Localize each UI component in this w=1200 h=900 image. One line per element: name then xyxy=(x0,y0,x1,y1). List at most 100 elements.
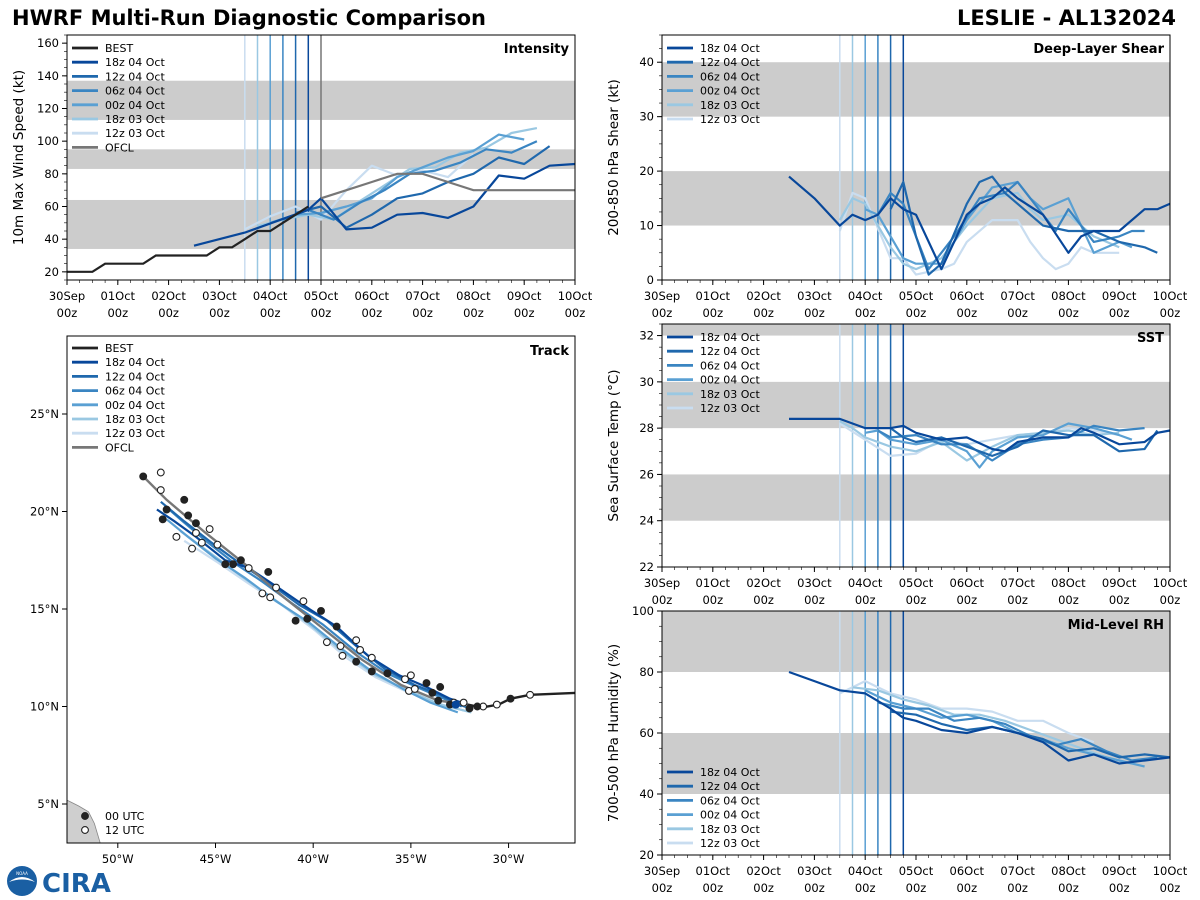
sst-panel-title: SST xyxy=(1137,331,1164,346)
shear-xtick-sublabel: 00z xyxy=(1160,306,1181,320)
track-marker-12utc xyxy=(459,698,468,707)
rh-xtick-sublabel: 00z xyxy=(906,881,927,895)
track-marker-00utc xyxy=(465,704,474,713)
track-marker-12utc xyxy=(526,690,535,699)
rh-xtick-sublabel: 00z xyxy=(956,881,977,895)
intensity-xtick-sublabel: 00z xyxy=(209,306,230,320)
shear-xtick-sublabel: 00z xyxy=(804,306,825,320)
track-legend-label: 06z 04 Oct xyxy=(105,385,165,398)
rh-xtick-sublabel: 00z xyxy=(1160,881,1181,895)
track-marker-00utc xyxy=(317,606,325,615)
shear-series-line xyxy=(788,175,1171,271)
shear-xtick-label: 08Oct xyxy=(1051,289,1086,303)
rh-xtick-label: 01Oct xyxy=(696,864,731,878)
rh-legend-label: 00z 04 Oct xyxy=(700,809,760,822)
intensity-legend-label: OFCL xyxy=(105,141,135,154)
rh-xtick-label: 07Oct xyxy=(1000,864,1035,878)
shear-panel-title: Deep-Layer Shear xyxy=(1033,42,1164,57)
rh-series-line xyxy=(839,679,1095,744)
rh-panel: 20 40 60 80 100 30Sep 00z 01Oct 00z 02Oct 00z 03Oct… xyxy=(606,604,1188,895)
sst-xtick-label: 04Oct xyxy=(848,576,883,590)
main-title: HWRF Multi-Run Diagnostic Comparison xyxy=(12,6,487,30)
track-marker-12utc xyxy=(322,638,331,647)
noaa-text: NOAA xyxy=(16,871,28,876)
track-xtick-label: 30°W xyxy=(493,852,525,866)
track-marker-00utc xyxy=(184,511,193,520)
track-marker-12utc xyxy=(338,651,347,660)
track-marker-00utc xyxy=(236,556,245,565)
track-marker-00utc xyxy=(428,688,437,697)
intensity-xtick-label: 04Oct xyxy=(253,289,288,303)
intensity-panel-title: Intensity xyxy=(504,42,570,57)
rh-panel-title: Mid-Level RH xyxy=(1068,618,1164,633)
rh-xtick-label: 03Oct xyxy=(797,864,832,878)
track-marker-00utc xyxy=(434,696,443,705)
sst-xtick-sublabel: 00z xyxy=(855,593,876,607)
sst-xtick-sublabel: 00z xyxy=(1160,593,1181,607)
shear-legend-label: 12z 03 Oct xyxy=(700,113,760,126)
track-marker-00utc xyxy=(436,683,445,691)
shear-xtick-sublabel: 00z xyxy=(1058,306,1079,320)
sst-xtick-label: 08Oct xyxy=(1051,576,1086,590)
track-marker-00utc xyxy=(264,567,273,576)
track-legend-label: OFCL xyxy=(105,441,135,454)
shear-xtick-label: 04Oct xyxy=(848,289,883,303)
noaa-logo-icon xyxy=(7,866,37,896)
sst-xtick-label: 02Oct xyxy=(746,576,781,590)
rh-ytick-label: 60 xyxy=(639,726,654,740)
noaa-bird-icon xyxy=(9,877,35,882)
shear-series-line xyxy=(838,191,1120,276)
shear-ytick-label: 40 xyxy=(639,55,654,69)
intensity-series-line xyxy=(193,162,576,247)
sst-series-line xyxy=(889,427,1159,457)
track-marker-12utc xyxy=(352,636,361,645)
intensity-xtick-sublabel: 00z xyxy=(260,306,281,320)
shear-xtick-sublabel: 00z xyxy=(702,306,723,320)
intensity-ytick-label: 80 xyxy=(44,167,59,181)
track-marker-12utc xyxy=(266,593,275,602)
shear-xtick-label: 02Oct xyxy=(746,289,781,303)
sst-xtick-label: 07Oct xyxy=(1000,576,1035,590)
rh-xtick-sublabel: 00z xyxy=(1109,881,1130,895)
marker-legend-swatch xyxy=(81,826,89,834)
shear-panel: 0 10 20 30 40 30Sep 00z 01Oct 00z 02Oct 00z 03Oct 00… xyxy=(606,34,1188,320)
shear-xtick-label: 30Sep xyxy=(644,289,680,303)
sst-xtick-label: 06Oct xyxy=(950,576,985,590)
intensity-xtick-sublabel: 00z xyxy=(565,306,586,320)
track-marker-12utc xyxy=(367,653,376,662)
track-marker-12utc xyxy=(192,528,200,537)
sst-ytick-label: 26 xyxy=(639,467,654,481)
shear-legend-label: 18z 04 Oct xyxy=(700,42,760,55)
rh-legend-label: 12z 03 Oct xyxy=(700,837,760,850)
shear-xtick-label: 10Oct xyxy=(1153,289,1188,303)
shear-band xyxy=(662,171,1170,226)
sst-xtick-sublabel: 00z xyxy=(753,593,774,607)
intensity-ytick-label: 140 xyxy=(37,69,59,83)
sst-band xyxy=(662,474,1170,521)
intensity-ytick-label: 160 xyxy=(37,36,59,50)
shear-legend-label: 18z 03 Oct xyxy=(700,99,760,112)
track-marker-12utc xyxy=(492,700,501,709)
track-marker-00utc xyxy=(383,669,392,678)
sst-ytick-label: 24 xyxy=(639,514,654,528)
track-marker-12utc xyxy=(410,684,419,693)
shear-xtick-label: 03Oct xyxy=(797,289,832,303)
track-xtick-label: 40°W xyxy=(297,852,329,866)
rh-xtick-label: 06Oct xyxy=(950,864,985,878)
intensity-xtick-sublabel: 00z xyxy=(412,306,433,320)
track-legend-label: 18z 03 Oct xyxy=(105,413,165,426)
rh-legend-label: 18z 03 Oct xyxy=(700,823,760,836)
track-marker-00utc xyxy=(473,702,482,711)
rh-xtick-sublabel: 00z xyxy=(1007,881,1028,895)
intensity-xtick-sublabel: 00z xyxy=(57,306,78,320)
sst-xtick-sublabel: 00z xyxy=(652,593,673,607)
rh-ytick-label: 100 xyxy=(632,604,654,618)
sst-xtick-label: 30Sep xyxy=(644,576,680,590)
intensity-xtick-label: 09Oct xyxy=(507,289,542,303)
shear-xtick-sublabel: 00z xyxy=(1109,306,1130,320)
intensity-xtick-label: 10Oct xyxy=(558,289,593,303)
track-legend-label: 12z 04 Oct xyxy=(105,370,165,383)
track-marker-12utc xyxy=(244,564,253,572)
rh-ylabel: 700-500 hPa Humidity (%) xyxy=(606,644,622,822)
shear-xtick-sublabel: 00z xyxy=(652,306,673,320)
